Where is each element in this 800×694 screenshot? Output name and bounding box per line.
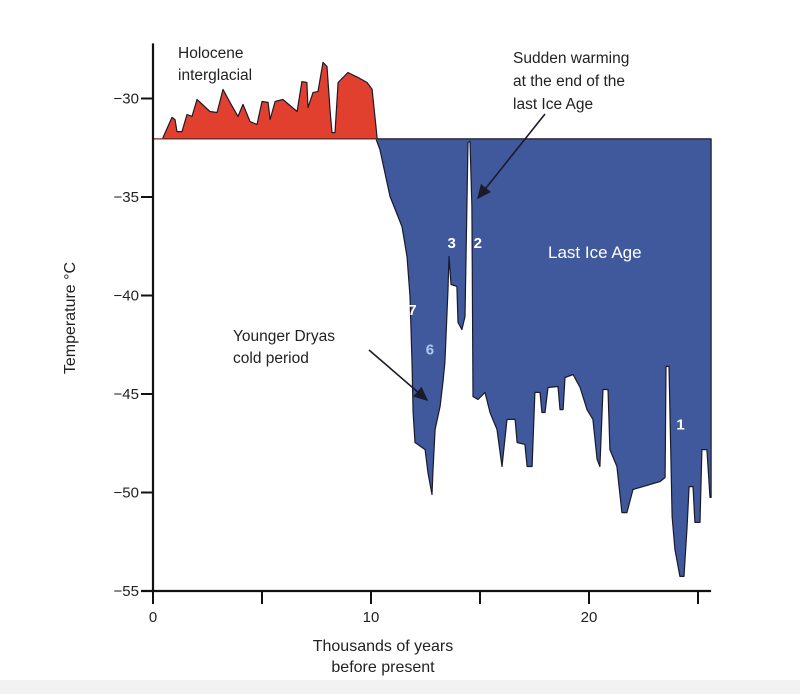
plot-areas [153, 61, 712, 577]
annotation-warming-line1: Sudden warming [513, 50, 629, 67]
y-axis-label: Temperature °C [62, 262, 79, 374]
annotation-last-ice-age: Last Ice Age [548, 243, 642, 262]
y-tick-label: −40 [114, 288, 139, 305]
bottom-band [0, 680, 800, 694]
event-numbers: 3 2 7 6 1 [408, 235, 684, 433]
x-axis-label-line2: before present [331, 659, 435, 676]
x-tick-label: 20 [581, 609, 598, 626]
event-number-1: 1 [676, 416, 684, 433]
event-number-7: 7 [408, 302, 416, 319]
event-number-3: 3 [447, 235, 455, 252]
axes: −30 −35 −40 −45 −50 −55 0 10 20 [114, 43, 712, 626]
event-number-2: 2 [474, 235, 482, 252]
annotation-warming-line3: last Ice Age [513, 96, 593, 113]
warming-arrow [477, 113, 546, 200]
y-tick-label: −35 [114, 189, 139, 206]
cold-temperature-area [375, 138, 712, 577]
y-tick-label: −55 [114, 583, 139, 600]
annotation-younger-dryas-line1: Younger Dryas [233, 328, 335, 345]
y-tick-label: −50 [114, 485, 139, 502]
x-tick-label: 0 [149, 609, 157, 626]
y-tick-label: −30 [114, 91, 139, 108]
x-axis-label-line1: Thousands of years [313, 638, 454, 655]
annotation-warming-line2: at the end of the [513, 73, 625, 90]
annotation-holocene-line1: Holocene [178, 45, 244, 62]
annotation-holocene-line2: interglacial [178, 67, 252, 84]
younger-dryas-arrow [368, 349, 429, 402]
warm-temperature-area [162, 61, 379, 140]
annotation-younger-dryas-line2: cold period [233, 350, 309, 367]
y-tick-label: −45 [114, 386, 139, 403]
event-number-6: 6 [426, 342, 434, 359]
x-tick-label: 10 [363, 609, 380, 626]
